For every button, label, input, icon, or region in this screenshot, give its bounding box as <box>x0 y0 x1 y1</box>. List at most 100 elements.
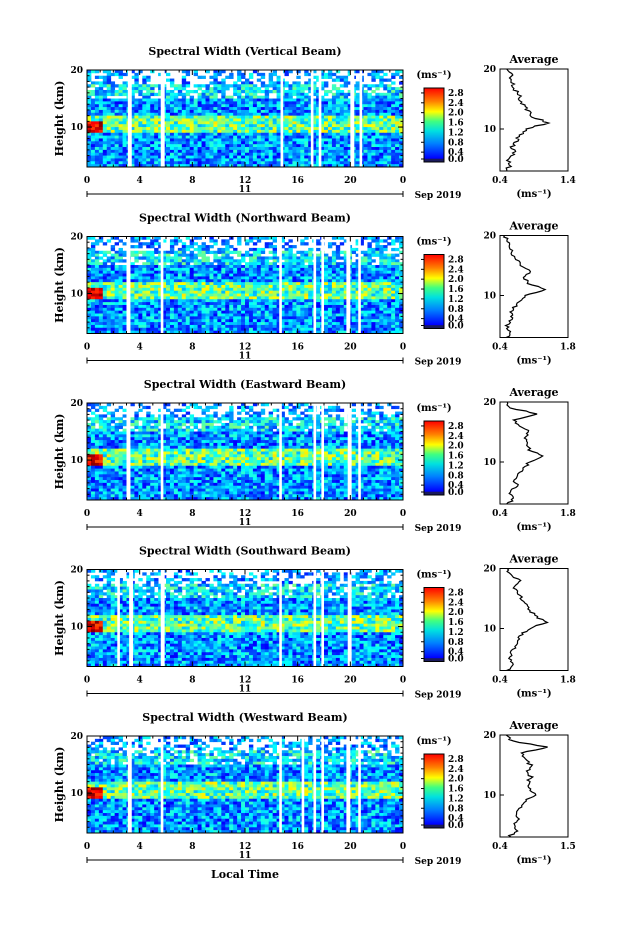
heatmap-cell <box>169 138 175 142</box>
heatmap-cell <box>245 307 250 312</box>
heatmap-cell <box>217 270 222 274</box>
heatmap-cell <box>245 270 250 274</box>
heatmap-cell <box>264 304 270 309</box>
heatmap-cell <box>395 152 400 156</box>
heatmap-cell <box>284 327 289 332</box>
heatmap-cell <box>221 112 226 117</box>
heatmap-cell <box>395 270 400 274</box>
colorbar-tick-label: 2.8 <box>448 89 464 99</box>
heatmap-cell <box>371 112 376 117</box>
heatmap-cell <box>197 98 202 102</box>
heatmap-cell <box>225 265 230 269</box>
heatmap-cell <box>375 109 380 114</box>
heatmap-cell <box>284 279 289 283</box>
heatmap-cell <box>387 290 392 294</box>
heatmap-cell <box>367 104 372 108</box>
heatmap-cell <box>98 327 104 332</box>
heatmap-cell <box>272 304 277 309</box>
heatmap-cell <box>114 287 119 292</box>
heatmap-cell <box>327 132 333 137</box>
heatmap-cell <box>284 262 289 266</box>
heatmap-cell <box>288 152 293 156</box>
heatmap-cell <box>102 141 108 145</box>
heatmap-cell <box>268 245 274 249</box>
heatmap-cell <box>343 265 349 269</box>
heatmap-cell <box>106 285 112 289</box>
heatmap-cell <box>87 95 92 99</box>
heatmap-cell <box>256 256 262 260</box>
heatmap-cell <box>395 259 400 263</box>
heatmap-cell <box>355 299 360 303</box>
heatmap-cell <box>387 287 392 292</box>
heatmap-cell <box>272 141 277 145</box>
heatmap-cell <box>292 282 297 286</box>
heatmap-cell <box>233 161 238 165</box>
heatmap-cell <box>181 304 187 309</box>
heatmap-cell <box>213 84 218 88</box>
heatmap-cell <box>229 299 234 303</box>
heatmap-cell <box>343 164 349 168</box>
heatmap-cell <box>391 109 396 114</box>
heatmap-cell <box>217 147 222 151</box>
heatmap-cell <box>335 276 341 280</box>
heatmap-cell <box>241 310 246 314</box>
heatmap-cell <box>272 101 277 105</box>
heatmap-cell <box>98 239 104 243</box>
heatmap-cell <box>375 121 380 125</box>
heatmap-cell <box>288 267 293 272</box>
heatmap-cell <box>268 273 274 277</box>
heatmap-cell <box>264 118 270 122</box>
heatmap-cell <box>114 158 119 162</box>
heatmap-cell <box>391 112 396 117</box>
heatmap-cell <box>229 98 234 102</box>
heatmap-cell <box>391 141 396 145</box>
heatmap-cell <box>150 155 155 159</box>
heatmap-cell <box>245 276 250 280</box>
heatmap-cell <box>308 152 313 156</box>
heatmap-cell <box>94 304 100 309</box>
heatmap-cell <box>308 155 313 159</box>
heatmap-cell <box>102 124 108 128</box>
heatmap-cell <box>375 132 380 137</box>
heatmap-cell <box>142 92 147 97</box>
heatmap-cell <box>245 132 250 137</box>
heatmap-cell <box>142 322 147 326</box>
heatmap-cell <box>138 101 143 105</box>
heatmap-cell <box>189 322 195 326</box>
heatmap-cell <box>304 81 309 85</box>
heatmap-cell <box>225 158 230 162</box>
heatmap-cell <box>241 138 246 142</box>
heatmap-cell <box>339 304 345 309</box>
heatmap-cell <box>90 138 96 142</box>
heatmap-cell <box>98 84 104 88</box>
heatmap-cell <box>245 304 250 309</box>
heatmap-cell <box>387 95 392 99</box>
heatmap-cell <box>284 304 289 309</box>
heatmap-cell <box>102 302 108 306</box>
heatmap-cell <box>217 287 222 292</box>
heatmap-cell <box>292 276 297 280</box>
heatmap-cell <box>296 164 301 168</box>
heatmap-cell <box>248 296 254 300</box>
heatmap-cell <box>264 316 270 320</box>
heatmap-cell <box>272 290 277 294</box>
heatmap-cell <box>252 144 258 148</box>
heatmap-cell <box>122 149 127 154</box>
heatmap-cell <box>324 316 329 320</box>
heatmap-cell <box>90 158 96 162</box>
heatmap-cell <box>229 322 234 326</box>
heatmap-cell <box>292 109 297 114</box>
heatmap-cell <box>264 273 270 277</box>
heatmap-cell <box>181 70 187 74</box>
heatmap-cell <box>268 112 274 117</box>
heatmap-cell <box>122 109 127 114</box>
heatmap-cell <box>248 164 254 168</box>
heatmap-cell <box>367 84 372 88</box>
heatmap-cell <box>363 152 368 156</box>
heatmap-cell <box>197 135 202 139</box>
heatmap-cell <box>387 302 392 306</box>
heatmap-cell <box>158 259 163 263</box>
heatmap-cell <box>284 296 289 300</box>
heatmap-cell <box>237 101 242 105</box>
heatmap-cell <box>256 319 262 323</box>
